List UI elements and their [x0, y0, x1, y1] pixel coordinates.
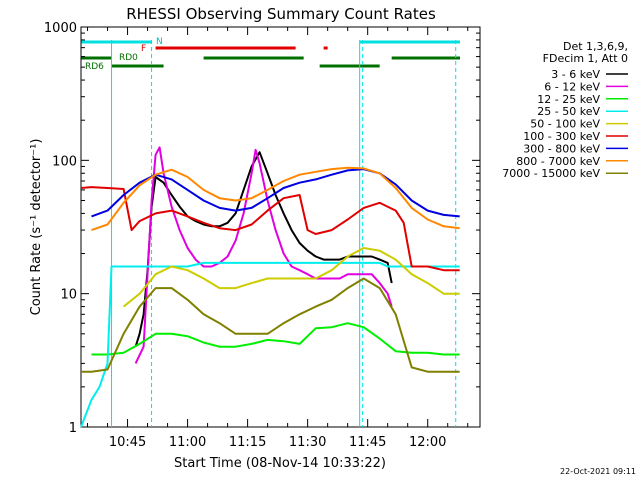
x-tick-label: 11:45	[349, 435, 386, 450]
legend-label: 800 - 7000 keV	[516, 155, 600, 168]
flag-label-n: N	[156, 37, 163, 47]
series-line-4	[122, 247, 460, 308]
legend-label: 100 - 300 keV	[523, 130, 600, 143]
series-line-5	[80, 186, 460, 272]
y-tick-label: 100	[52, 154, 77, 169]
legend-label: 3 - 6 keV	[551, 68, 600, 81]
legend-header: Det 1,3,6,9,	[563, 40, 628, 53]
plot-frame	[80, 26, 481, 428]
legend-label: 12 - 25 keV	[537, 93, 600, 106]
x-tick-label: 11:30	[289, 435, 326, 450]
series-line-6	[91, 168, 460, 218]
legend-label: 300 - 800 keV	[523, 142, 600, 155]
y-tick-label: 1000	[44, 21, 77, 36]
y-axis-label: Count Rate (s⁻¹ detector⁻¹)	[29, 139, 44, 316]
flag-label-f: F	[141, 44, 146, 54]
legend-label: 7000 - 15000 keV	[502, 167, 600, 180]
legend-label: 50 - 100 keV	[530, 118, 600, 131]
legend-label: 25 - 50 keV	[537, 105, 600, 118]
series-lines	[80, 146, 460, 428]
vertical-markers	[111, 40, 457, 427]
chart-title: RHESSI Observing Summary Count Rates	[126, 5, 436, 23]
flag-label-rd6: RD6	[85, 62, 104, 72]
x-axis: 10:45 11:00 11:15 11:30 11:45 12:00	[87, 27, 469, 450]
y-tick-label: 1	[69, 421, 77, 436]
legend-label: 6 - 12 keV	[544, 80, 600, 93]
y-axis: 1 10 100 1000	[44, 21, 480, 436]
x-tick-label: 11:00	[169, 435, 206, 450]
x-tick-label: 12:00	[409, 435, 446, 450]
series-line-1	[134, 146, 393, 364]
timestamp: 22-Oct-2021 09:11	[560, 467, 636, 476]
series-line-7	[91, 166, 460, 232]
x-axis-label: Start Time (08-Nov-14 10:33:22)	[174, 456, 386, 471]
series-line-3	[80, 261, 460, 428]
flag-label-rd0: RD0	[119, 53, 138, 63]
x-tick-label: 11:15	[229, 435, 266, 450]
y-tick-label: 10	[60, 288, 77, 303]
series-line-8	[81, 277, 460, 373]
legend-header: FDecim 1, Att 0	[543, 52, 628, 65]
x-tick-label: 10:45	[109, 435, 146, 450]
series-line-2	[91, 322, 460, 356]
